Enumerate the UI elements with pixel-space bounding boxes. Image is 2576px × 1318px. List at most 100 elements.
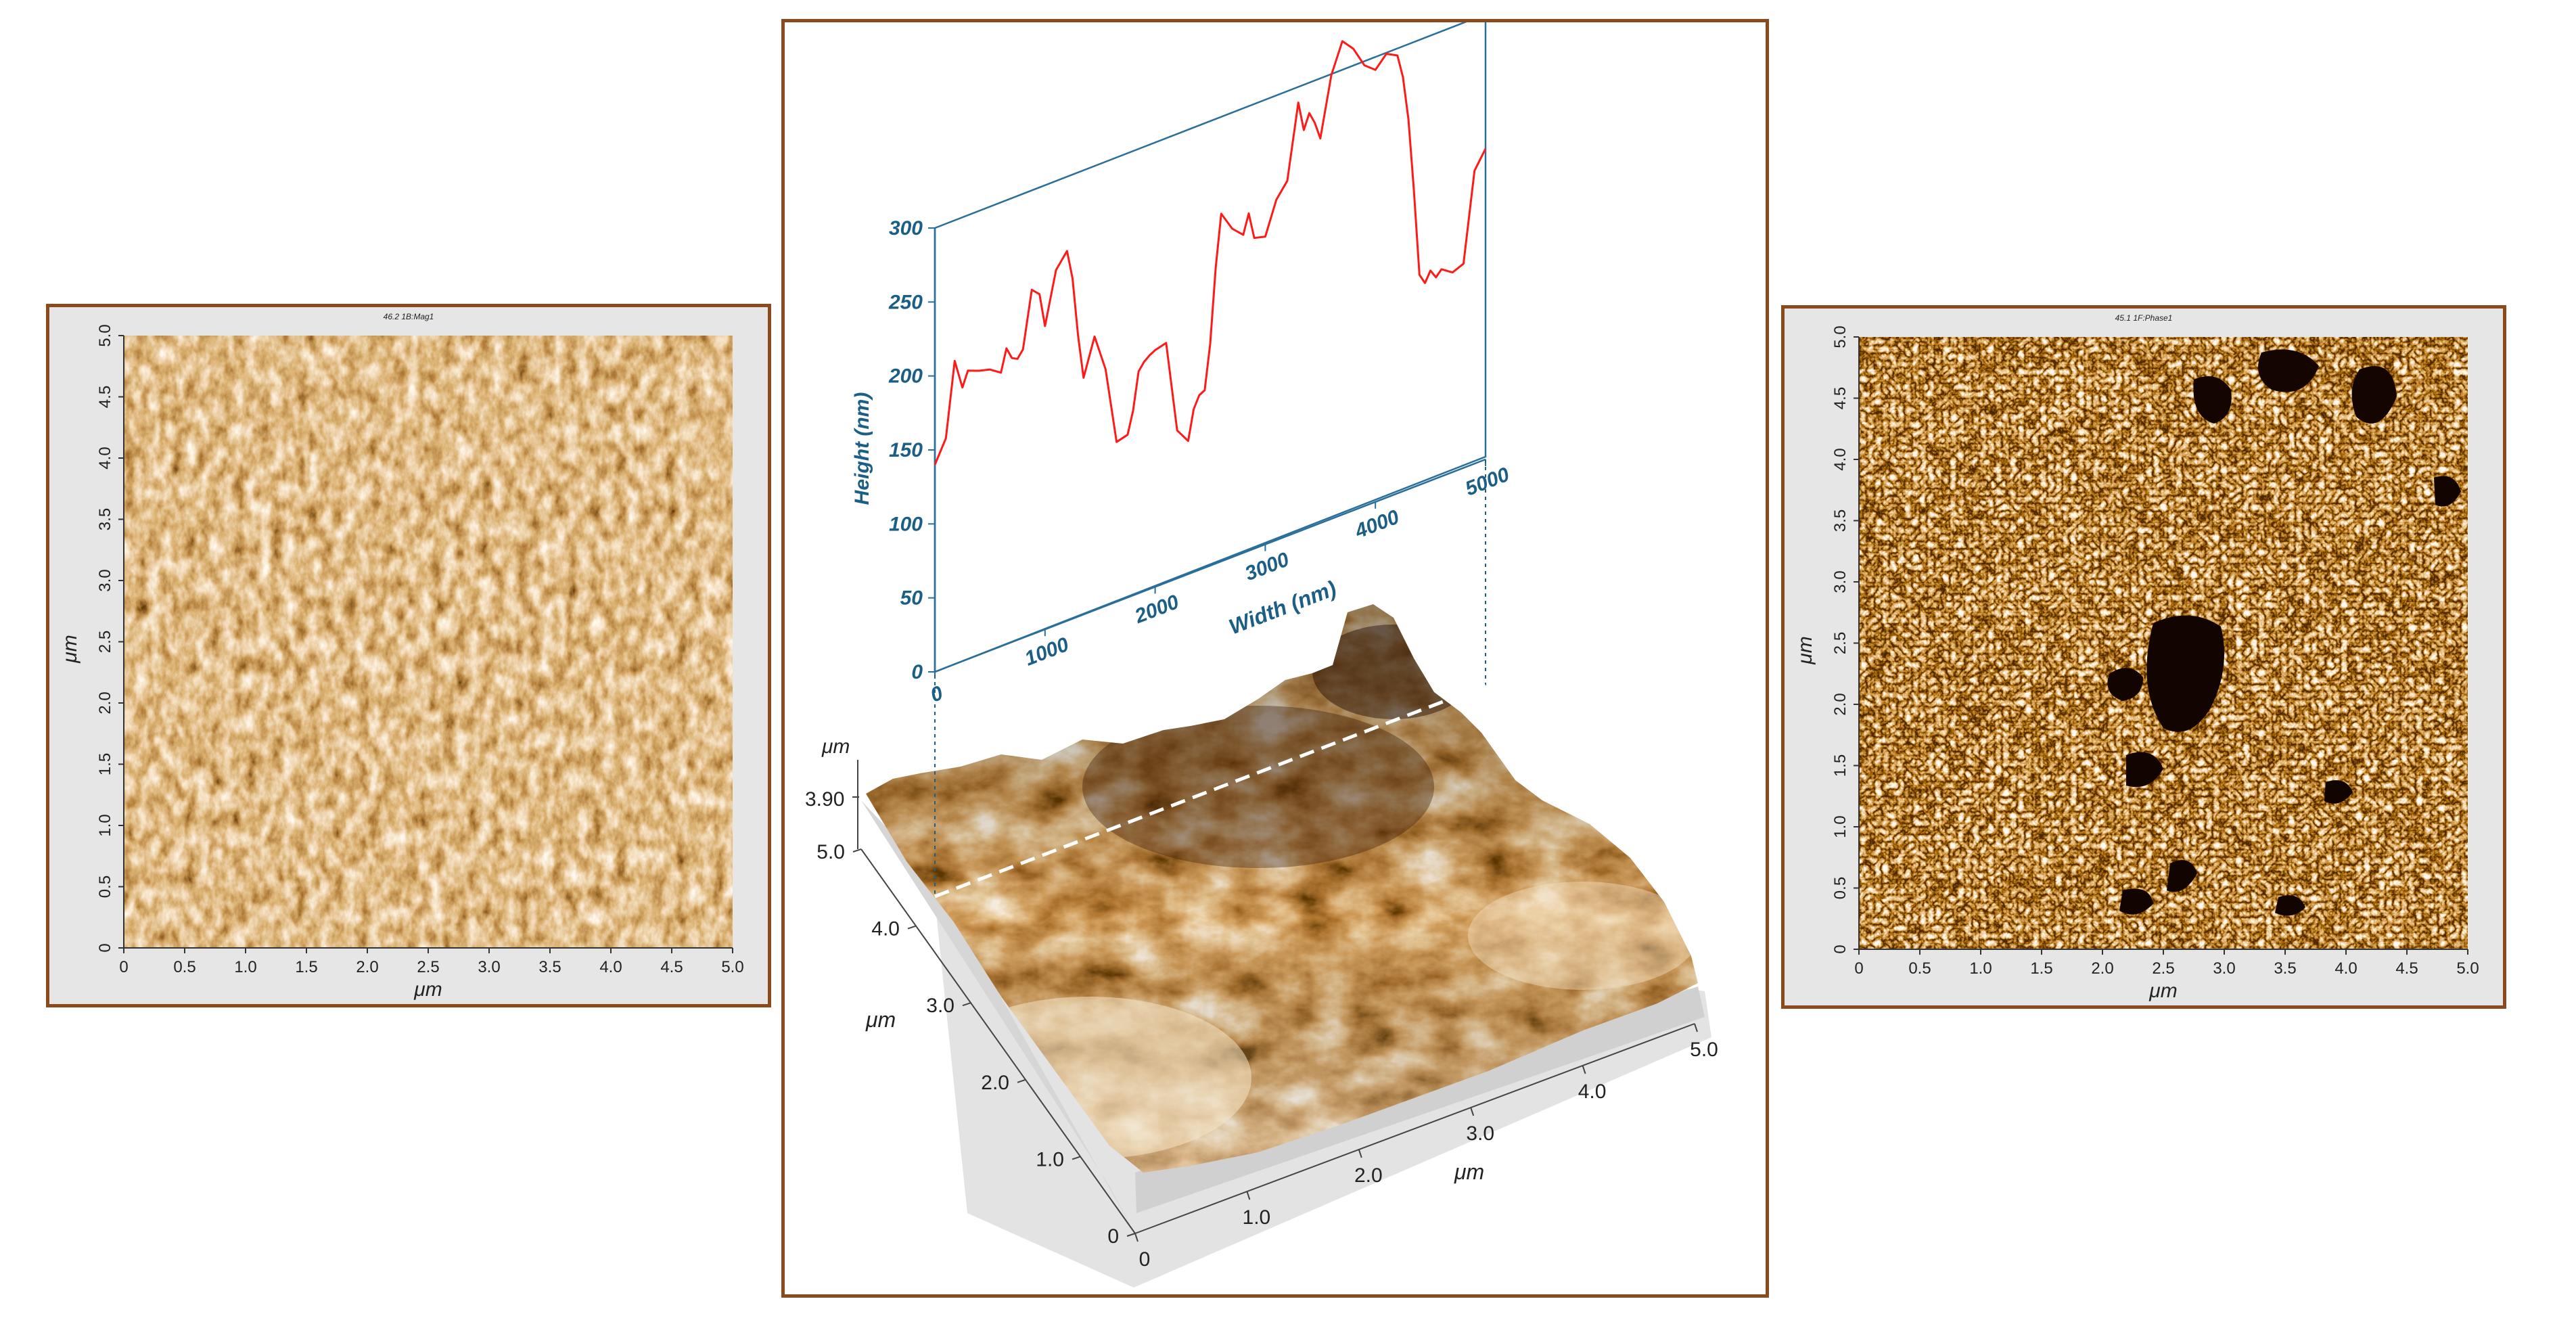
- mag-map-svg: 46.2 1B:Mag1 0 0.5 1.0 1.5 2.0 2.5 3.0 3.5 4.0 4.…: [59, 312, 744, 1001]
- mag-map-y-tick-label: 4.0: [96, 447, 114, 469]
- topo-y-tick-label: 2.0: [981, 1072, 1009, 1094]
- mag-map-xlabel: μm: [413, 978, 442, 1001]
- mag-map-y-tick-label: 0: [96, 943, 114, 952]
- profile-y-tick-label: 50: [900, 587, 923, 610]
- phase-map-x-tick-label: 1.5: [2030, 959, 2052, 978]
- topo-x-tick-label: 0: [1139, 1248, 1151, 1271]
- profile-y-tick-label: 150: [889, 439, 923, 461]
- topo-x-tick-label: 4.0: [1578, 1081, 1607, 1103]
- profile-series-line: [934, 40, 1487, 465]
- mag-map-x-tick-label: 2.0: [356, 958, 378, 976]
- topo-y-tick-label: 1.0: [1036, 1148, 1064, 1171]
- phase-map-y-tick-label: 5.0: [1831, 325, 1849, 348]
- phase-map-svg: 45.1 1F:Phase1 0 0.5 1.0 1.5 2.0 2.5 3.0 3.5 4.0…: [1794, 313, 2479, 1002]
- phase-map-x-tick-label: 2.0: [2091, 959, 2113, 978]
- topo-yunit: μm: [865, 1007, 896, 1032]
- profile-x-tick-label: 5000: [1463, 463, 1513, 501]
- profile-x-tick-label: 0: [927, 682, 946, 707]
- phase-map-y-tick-label: 3.5: [1831, 509, 1849, 532]
- profile-xlabel: Width (nm): [1226, 576, 1340, 639]
- phase-map-xlabel: μm: [2148, 980, 2177, 1002]
- phase-map-axes: 0 0.5 1.0 1.5 2.0 2.5 3.0 3.5 4.0 4.5 5.0 0 0.5 1.0 1.…: [1831, 325, 2479, 978]
- profile-y-tick-label: 300: [889, 217, 923, 240]
- profile-x-tick-label: 4000: [1352, 505, 1402, 543]
- topo-y-tick: [962, 1002, 971, 1007]
- topo-x-axis: [1134, 1023, 1695, 1234]
- mag-map-y-tick-label: 2.5: [96, 631, 114, 653]
- phase-map-y-tick-label: 2.0: [1831, 693, 1849, 715]
- phase-map-x-tick-label: 3.0: [2213, 959, 2235, 978]
- profile-y-tick-label: 0: [911, 661, 923, 683]
- topo-zmax: 3.90: [805, 788, 844, 811]
- mag-map-ylabel: μm: [59, 635, 81, 663]
- topo-y-tick: [1017, 1078, 1026, 1083]
- profile-line: [934, 683, 1486, 899]
- mag-map-x-tick-label: 2.5: [417, 958, 439, 976]
- phase-map-y-tick-label: 4.5: [1831, 387, 1849, 409]
- phase-map-x-tick-label: 1.0: [1969, 959, 1992, 978]
- mag-map-x-tick-label: 1.0: [234, 958, 256, 976]
- topo-y-tick: [1126, 1233, 1136, 1237]
- topo-y-tick-label: 3.0: [926, 995, 954, 1017]
- phase-map-y-tick-label: 2.5: [1831, 632, 1849, 654]
- phase-map-title: 45.1 1F:Phase1: [2115, 313, 2173, 323]
- center-svg: 010002000300040005000050100150200250300 …: [805, 22, 1718, 1288]
- topo-y-tick-label: 0: [1107, 1225, 1119, 1248]
- topo-x-tick: [1694, 1023, 1698, 1032]
- profile-y-tick-label: 200: [888, 365, 923, 388]
- phase-map-y-tick-label: 0: [1831, 945, 1849, 953]
- topo-y-axis: [860, 848, 1136, 1234]
- topo-x-tick: [1470, 1107, 1475, 1116]
- mag-map-y-tick-label: 1.5: [96, 753, 114, 775]
- topo-x-tick: [1246, 1191, 1251, 1200]
- mag-map-y-tick-label: 2.0: [96, 691, 114, 714]
- phase-map-y-tick-label: 1.0: [1831, 815, 1849, 838]
- phase-map-x-tick-label: 3.5: [2274, 959, 2296, 978]
- right-afm-panel: 45.1 1F:Phase1 0 0.5 1.0 1.5 2.0 2.5 3.0 3.5 4.0…: [1781, 305, 2506, 1009]
- phase-map-y-tick-label: 3.0: [1831, 570, 1849, 593]
- mag-map-image: [124, 336, 733, 948]
- phase-map-y-tick-label: 0.5: [1831, 877, 1849, 899]
- topo-y-tick: [1072, 1156, 1081, 1160]
- center-3d-panel: 0 1000 2000 3000 4000 5000 0 50 100 150 200 250 300 …: [781, 19, 1769, 1298]
- mag-map-y-tick-label: 1.0: [96, 814, 114, 836]
- mag-map-x-tick-label: 3.5: [538, 958, 561, 976]
- phase-map-y-tick-label: 1.5: [1831, 754, 1849, 777]
- phase-map-x-tick-label: 5.0: [2456, 959, 2479, 978]
- topo-xunit: μm: [1454, 1160, 1484, 1184]
- mag-map-y-tick-label: 5.0: [96, 324, 114, 346]
- topo-axes: 5.0 4.0 3.0 2.0 1.0 00 1.0 2.0 3.0 4.0 5.0: [816, 841, 1718, 1271]
- left-afm-panel: 46.2 1B:Mag1 0 0.5 1.0 1.5 2.0 2.5 3.0 3.5 4.0 4.…: [46, 304, 771, 1007]
- mag-map-x-tick-label: 4.5: [660, 958, 683, 976]
- mag-map-axes: 0 0.5 1.0 1.5 2.0 2.5 3.0 3.5 4.0 4.5 5.0 0 0.5 1.0 1.…: [96, 324, 744, 976]
- topo-y-tick-label: 5.0: [816, 841, 845, 863]
- profile-y-tick-label: 250: [888, 291, 923, 313]
- topo-x-tick-label: 5.0: [1690, 1039, 1718, 1061]
- mag-map-y-tick-label: 3.0: [96, 569, 114, 591]
- topo-x-tick: [1582, 1065, 1586, 1074]
- topo-x-tick-label: 3.0: [1466, 1122, 1494, 1145]
- phase-map-x-tick-label: 4.5: [2395, 959, 2418, 978]
- topo-zunit: μm: [821, 735, 850, 758]
- phase-map-x-tick-label: 0.5: [1908, 959, 1931, 978]
- topo-y-tick: [907, 925, 917, 930]
- phase-dark-pores: [2107, 349, 2461, 916]
- mag-map-y-tick-label: 0.5: [96, 876, 114, 898]
- profile-x-tick-label: 2000: [1131, 591, 1182, 628]
- topo-x-tick: [1358, 1149, 1362, 1158]
- topo-x-tick: [1134, 1233, 1138, 1242]
- topo-x-tick-label: 1.0: [1243, 1206, 1271, 1229]
- mag-map-title: 46.2 1B:Mag1: [384, 312, 434, 321]
- phase-map-x-tick-label: 2.5: [2152, 959, 2174, 978]
- profile-plot: 0 1000 2000 3000 4000 5000 0 50 100 150 200 250 300: [888, 40, 1513, 707]
- mag-map-x-tick-label: 5.0: [721, 958, 743, 976]
- profile-y-tick-label: 100: [889, 513, 923, 535]
- phase-map-ylabel: μm: [1794, 636, 1816, 664]
- topo-side-right: [1135, 986, 1705, 1213]
- mag-map-x-tick-label: 3.0: [478, 958, 500, 976]
- topo-y-tick-label: 4.0: [871, 918, 900, 940]
- phase-map-x-tick-label: 0: [1854, 959, 1863, 978]
- profile-x-tick-label: 3000: [1242, 548, 1292, 585]
- phase-map-x-tick-label: 4.0: [2334, 959, 2357, 978]
- mag-map-x-tick-label: 0: [119, 958, 128, 976]
